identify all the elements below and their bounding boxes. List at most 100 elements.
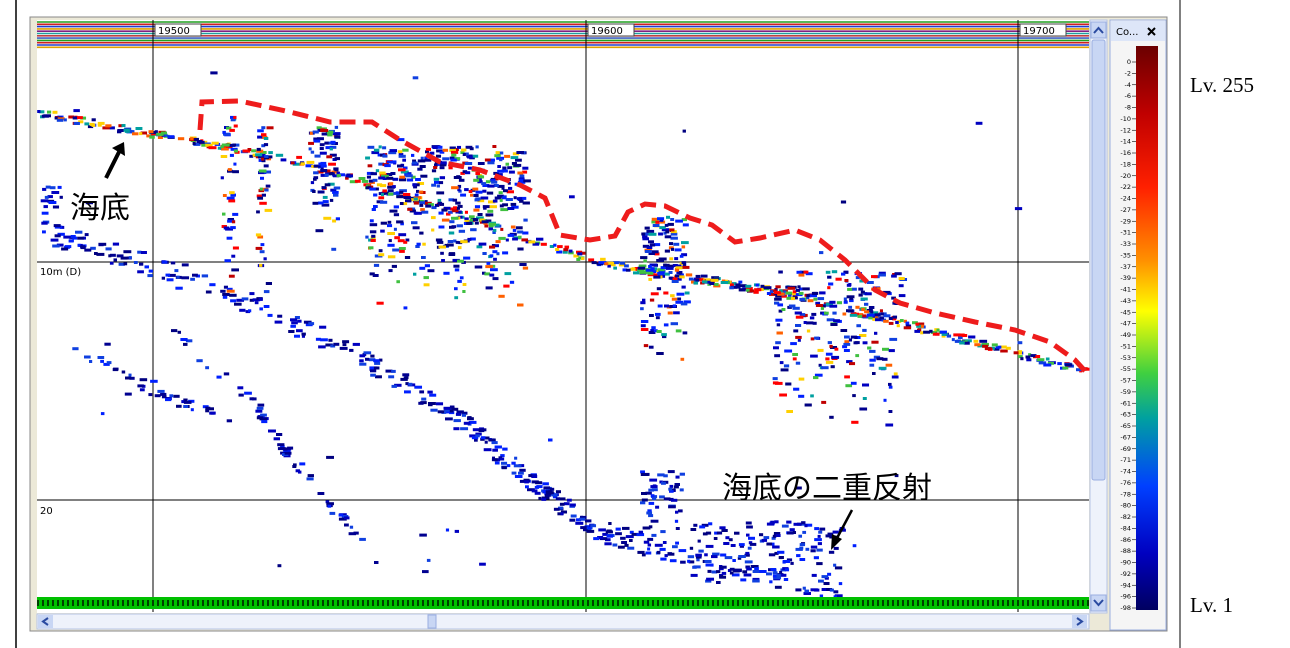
echo-pixel: [818, 535, 821, 538]
echo-pixel: [825, 357, 829, 360]
echo-pixel: [453, 265, 459, 268]
echo-pixel: [365, 358, 369, 361]
scroll-right[interactable]: [1072, 615, 1087, 628]
echo-pixel: [171, 261, 175, 264]
echo-pixel: [876, 357, 883, 360]
echo-pixel: [108, 254, 111, 257]
echo-pixel: [150, 380, 158, 383]
echo-pixel: [264, 143, 268, 146]
echo-pixel: [460, 194, 466, 197]
echo-pixel: [793, 388, 799, 391]
echo-pixel: [230, 299, 236, 302]
echo-pixel: [333, 194, 338, 197]
scroll-down[interactable]: [1091, 595, 1106, 611]
echo-pixel: [641, 233, 645, 236]
echo-pixel: [376, 169, 379, 172]
echo-pixel: [260, 188, 263, 191]
echo-pixel: [77, 116, 83, 119]
echo-pixel: [833, 531, 839, 534]
echo-pixel: [516, 151, 524, 154]
echo-pixel: [507, 166, 512, 169]
echo-pixel: [85, 233, 89, 236]
echo-pixel: [72, 347, 78, 350]
echo-pixel: [500, 199, 503, 202]
echo-pixel: [888, 383, 892, 386]
echo-pixel: [651, 534, 656, 537]
echo-pixel: [710, 564, 713, 567]
echo-pixel: [481, 428, 487, 431]
echo-pixel: [706, 578, 714, 581]
echo-pixel: [644, 344, 648, 347]
echo-pixel: [1065, 363, 1072, 366]
echo-pixel: [370, 355, 374, 358]
echo-pixel: [463, 153, 466, 156]
echo-pixel: [645, 227, 650, 230]
echo-pixel: [797, 271, 802, 274]
echo-pixel: [453, 427, 459, 430]
echo-pixel: [702, 280, 707, 283]
echo-pixel: [814, 556, 819, 559]
echo-pixel: [368, 146, 375, 149]
echo-pixel: [812, 574, 817, 577]
echo-pixel: [113, 243, 119, 246]
echo-pixel: [370, 219, 374, 222]
scroll-left[interactable]: [38, 615, 53, 628]
scroll-thumb[interactable]: [428, 615, 436, 628]
colorbar-tick-label: -57: [1120, 377, 1131, 385]
scroll-up[interactable]: [1091, 22, 1106, 38]
echo-pixel: [231, 268, 239, 271]
echo-pixel: [122, 371, 125, 374]
echo-pixel: [738, 555, 746, 558]
echo-pixel: [561, 512, 564, 515]
echo-pixel: [818, 531, 822, 534]
echo-pixel: [673, 243, 679, 246]
echo-pixel: [129, 256, 132, 259]
echo-pixel: [832, 270, 837, 273]
echo-pixel: [746, 568, 751, 571]
echo-pixel: [122, 124, 126, 127]
echo-pixel: [434, 178, 439, 181]
echo-pixel: [485, 159, 492, 162]
echo-pixel: [129, 374, 132, 377]
echo-pixel: [402, 159, 406, 162]
echo-pixel: [814, 527, 819, 530]
echo-pixel: [277, 443, 284, 446]
echo-pixel: [754, 567, 759, 570]
echo-pixel: [680, 561, 686, 564]
scroll-thumb[interactable]: [1092, 40, 1105, 480]
echo-pixel: [101, 412, 105, 415]
echo-pixel: [889, 322, 894, 325]
echo-pixel: [519, 200, 523, 203]
echo-pixel: [790, 562, 793, 565]
h-scrollbar[interactable]: [37, 614, 1089, 629]
echo-pixel: [775, 382, 783, 385]
echo-pixel: [458, 205, 463, 208]
colorbar-tick-label: -41: [1120, 286, 1131, 294]
echo-pixel: [832, 312, 836, 315]
colorbar-tick-label: -8: [1125, 104, 1131, 112]
echo-pixel: [670, 559, 677, 562]
echo-pixel: [814, 538, 822, 541]
echo-pixel: [649, 479, 657, 482]
echo-pixel: [786, 410, 793, 413]
echo-pixel: [661, 482, 666, 485]
echo-pixel: [821, 401, 826, 404]
echo-pixel: [796, 289, 800, 292]
echo-pixel: [652, 250, 659, 253]
echo-pixel: [233, 247, 239, 250]
echo-pixel: [719, 576, 726, 579]
echo-pixel: [865, 292, 872, 295]
echo-pixel: [469, 190, 473, 193]
echo-pixel: [884, 399, 887, 402]
echo-pixel: [484, 272, 490, 275]
echo-pixel: [309, 147, 312, 150]
echo-pixel: [313, 171, 318, 174]
echo-pixel: [515, 159, 522, 162]
echo-pixel: [704, 560, 711, 563]
echo-pixel: [335, 157, 340, 160]
echo-pixel: [98, 356, 105, 359]
echo-pixel: [398, 233, 406, 236]
echo-pixel: [742, 570, 747, 573]
echo-pixel: [770, 290, 773, 293]
echo-pixel: [54, 224, 61, 227]
